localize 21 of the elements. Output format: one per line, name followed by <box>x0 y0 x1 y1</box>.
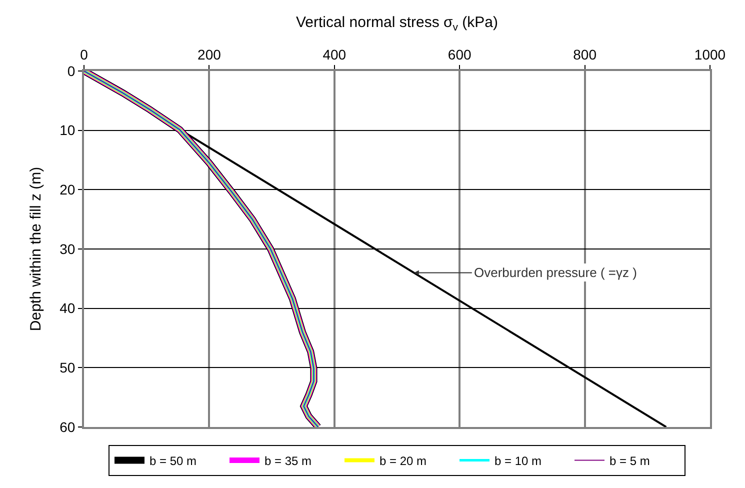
legend-label: b = 50 m <box>150 454 197 468</box>
legend-label: b = 20 m <box>380 454 427 468</box>
legend-label: b = 10 m <box>494 454 542 468</box>
y-tick-label: 30 <box>60 240 76 257</box>
y-axis-title: Depth within the fill z (m) <box>27 166 44 332</box>
x-tick-label: 400 <box>322 46 346 62</box>
x-tick-label: 1000 <box>694 46 726 62</box>
x-tick-label: 600 <box>448 46 472 62</box>
y-tick-label: 0 <box>67 62 76 79</box>
y-tick-label: 60 <box>60 418 76 435</box>
y-tick-label: 20 <box>60 182 76 198</box>
y-tick-label: 50 <box>60 360 76 376</box>
x-axis-title: Vertical normal stress σ$_{v}$ (kPa) <box>296 14 498 34</box>
x-tick-label: 800 <box>573 46 597 62</box>
y-tick-label: 40 <box>60 300 76 316</box>
annotation: Overburden pressure ( =γz ) <box>474 265 637 280</box>
legend-label: b = 5 m <box>610 454 650 468</box>
x-tick-label: 0 <box>80 46 88 62</box>
legend-label: b = 35 m <box>264 454 312 468</box>
y-tick-label: 10 <box>60 122 76 138</box>
x-tick-label: 200 <box>198 46 222 62</box>
